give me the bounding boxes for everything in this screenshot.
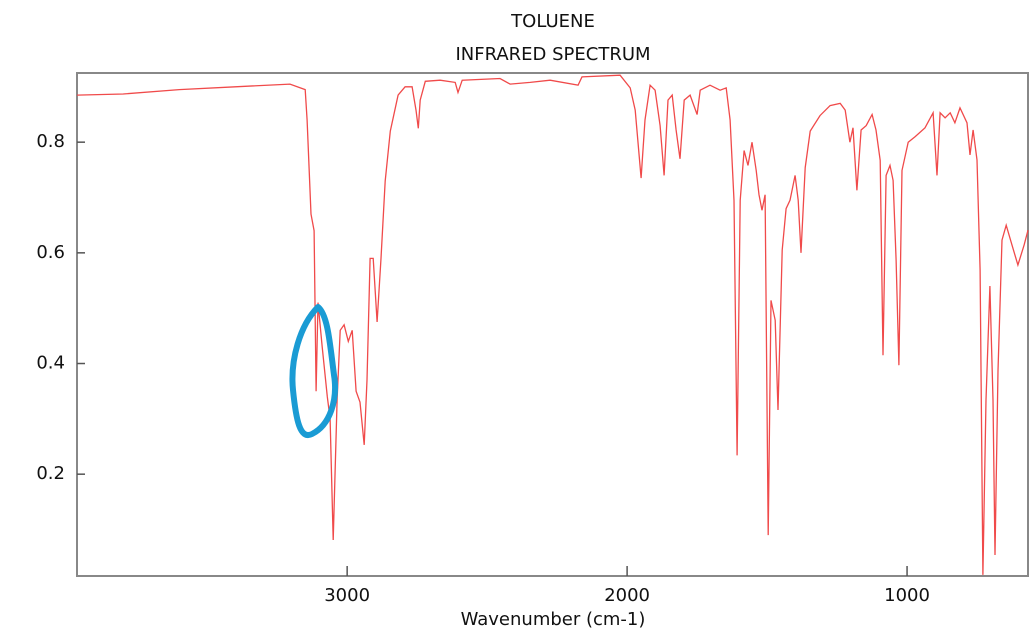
y-tick-label: 0.8: [36, 131, 65, 152]
y-tick-label: 0.2: [36, 463, 65, 484]
x-tick-label: 3000: [324, 585, 370, 606]
annotation-circle: [289, 304, 338, 438]
chart-subtitle: INFRARED SPECTRUM: [455, 44, 650, 65]
chart-title: TOLUENE: [510, 11, 595, 32]
x-tick-label: 2000: [604, 585, 650, 606]
x-axis-label: Wavenumber (cm-1): [461, 609, 646, 630]
plot: [76, 74, 1029, 575]
plot-frame: [76, 72, 1029, 577]
spectrum-line: [76, 74, 1029, 575]
y-tick-label: 0.4: [36, 353, 65, 374]
y-tick-label: 0.6: [36, 242, 65, 263]
x-tick-label: 1000: [884, 585, 930, 606]
